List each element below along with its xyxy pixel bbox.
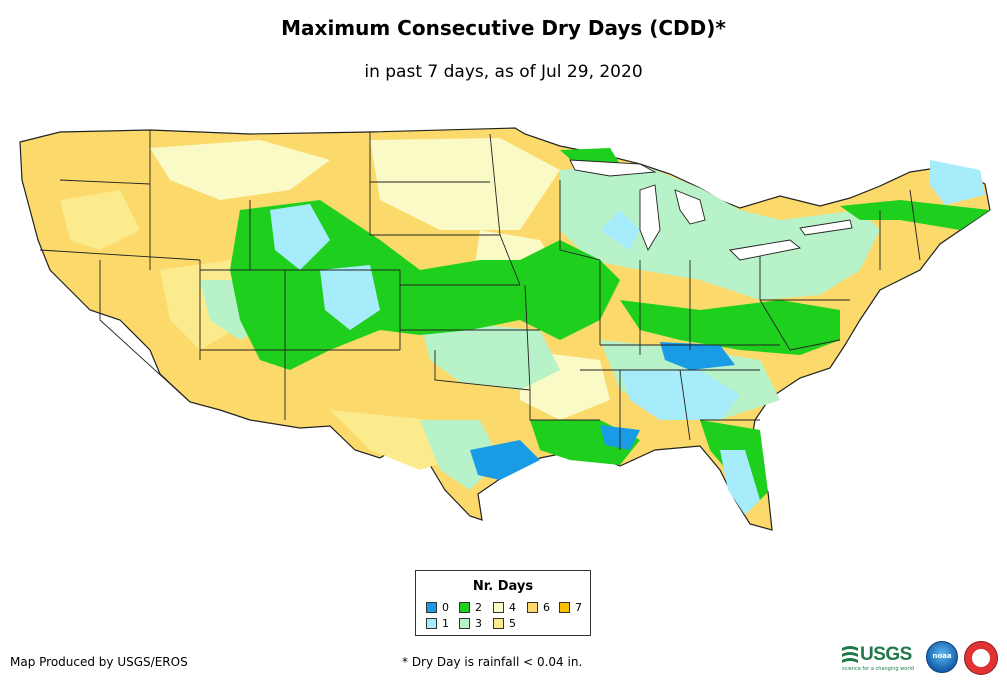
zone-0-days [470, 342, 735, 480]
legend-swatch-3 [459, 618, 470, 629]
zone-1-day [270, 160, 985, 515]
usgs-tagline: science for a changing world [842, 666, 914, 672]
noaa-wordmark: noaa [932, 652, 952, 660]
map-subtitle: in past 7 days, as of Jul 29, 2020 [364, 62, 643, 82]
nws-logo-center [972, 649, 990, 667]
legend-item-0: 0 [426, 601, 449, 614]
legend-swatch-7 [559, 602, 570, 613]
legend-item-6: 6 [527, 601, 550, 614]
legend-item-5: 5 [493, 617, 516, 630]
legend-item-1: 1 [426, 617, 449, 630]
usgs-wave-icon [842, 646, 858, 663]
legend-swatch-0 [426, 602, 437, 613]
usgs-wordmark: USGS [860, 644, 912, 665]
us-cdd-map [19, 127, 991, 531]
legend-swatch-6 [527, 602, 538, 613]
legend-label-4: 4 [509, 601, 516, 614]
legend-item-2: 2 [459, 601, 482, 614]
usgs-logo: USGS science for a changing world [842, 642, 918, 674]
legend-swatch-4 [493, 602, 504, 613]
map-credit: Map Produced by USGS/EROS [10, 655, 188, 669]
noaa-logo: noaa [926, 641, 958, 673]
legend-item-4: 4 [493, 601, 516, 614]
dry-day-footnote: * Dry Day is rainfall < 0.04 in. [402, 655, 583, 669]
state-boundaries [39, 130, 921, 450]
legend: Nr. Days 0 1 2 3 4 5 6 7 [415, 570, 591, 636]
legend-label-0: 0 [442, 601, 449, 614]
legend-label-3: 3 [475, 617, 482, 630]
legend-title: Nr. Days [472, 579, 534, 594]
agency-logos: USGS science for a changing world noaa [842, 640, 1002, 676]
legend-label-1: 1 [442, 617, 449, 630]
legend-item-7: 7 [559, 601, 582, 614]
legend-item-3: 3 [459, 617, 482, 630]
great-lakes [569, 159, 853, 261]
legend-swatch-5 [493, 618, 504, 629]
legend-label-2: 2 [475, 601, 482, 614]
nws-logo-icon [964, 641, 998, 675]
legend-label-6: 6 [543, 601, 550, 614]
legend-label-5: 5 [509, 617, 516, 630]
map-title: Maximum Consecutive Dry Days (CDD)* [281, 16, 726, 40]
legend-swatch-1 [426, 618, 437, 629]
legend-swatch-2 [459, 602, 470, 613]
legend-label-7: 7 [575, 601, 582, 614]
